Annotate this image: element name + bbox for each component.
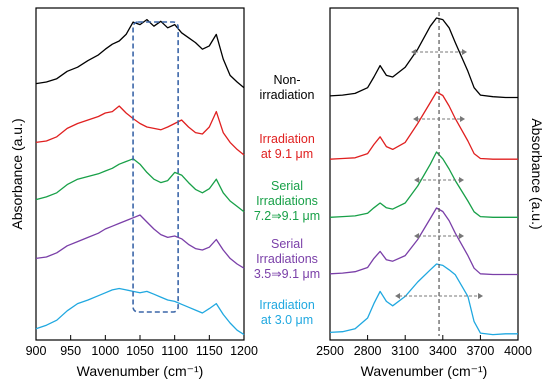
arrow-head-right-icon (462, 49, 468, 55)
legend-entry-line: Serial (271, 179, 303, 193)
right-x-tick-label: 3400 (429, 344, 457, 358)
right-series-line-3 (329, 151, 518, 218)
left-x-tick-label: 1100 (161, 344, 188, 358)
left-series-line-4 (35, 214, 245, 269)
right-series-line-2 (329, 91, 518, 160)
arrow-head-left-icon (413, 116, 419, 122)
arrow-head-left-icon (411, 49, 417, 55)
arrow-head-left-icon (414, 177, 420, 183)
arrow-head-right-icon (478, 293, 484, 299)
left-x-tick-label: 900 (26, 344, 47, 358)
left-x-ticks: 900 950 1000 1050 1100 1150 1200 (26, 335, 258, 358)
right-x-tick-label: 2500 (316, 344, 344, 358)
right-series-group (329, 17, 518, 336)
arrow-head-left-icon (414, 233, 420, 239)
legend-entry-2: Irradiation at 9.1 μm (259, 132, 315, 161)
left-panel-plot: 900 950 1000 1050 1100 1150 1200 Wavenumber (c… (9, 7, 258, 379)
legend-entry-line: irradiation (260, 88, 315, 102)
left-x-tick-label: 1150 (196, 344, 223, 358)
right-x-ticks: 2500 2800 3100 3400 3700 4000 (316, 335, 532, 358)
right-series-line-4 (329, 207, 518, 276)
arrow-head-left-icon (395, 293, 401, 299)
legend-entry-5: Irradiation at 3.0 μm (259, 298, 315, 327)
left-series-line-1 (35, 18, 245, 89)
right-series-line-5 (329, 263, 518, 336)
right-x-tick-label: 3700 (466, 344, 494, 358)
left-x-tick-label: 1000 (91, 344, 119, 358)
legend-entry-line: Irradiations (256, 194, 318, 208)
legend-entry-1: Non-irradiation (260, 73, 315, 102)
legend-entry-line: at 9.1 μm (261, 147, 313, 161)
left-plot-frame (35, 7, 245, 341)
legend-entry-line: at 3.0 μm (261, 313, 313, 327)
arrow-head-right-icon (460, 116, 466, 122)
left-series-line-2 (35, 105, 245, 156)
left-x-tick-label: 1200 (230, 344, 258, 358)
right-plot-frame (329, 7, 519, 341)
left-series-line-5 (35, 287, 245, 336)
legend-entry-line: Irradiations (256, 252, 318, 266)
width-arrows (395, 49, 484, 299)
arrow-head-right-icon (459, 233, 465, 239)
legend-entry-line: 7.2⇒9.1 μm (254, 209, 320, 223)
right-series-line-1 (329, 17, 518, 99)
right-x-tick-label: 4000 (504, 344, 532, 358)
left-series-group (35, 18, 245, 336)
arrow-head-right-icon (459, 177, 465, 183)
legend-entry-3: Serial Irradiations 7.2⇒9.1 μm (254, 179, 320, 223)
left-series-line-3 (35, 158, 245, 213)
left-x-axis-label: Wavenumber (cm⁻¹) (77, 363, 204, 379)
right-x-axis-label: Wavenumber (cm⁻¹) (361, 363, 488, 379)
legend-entry-line: Irradiation (259, 132, 315, 146)
left-y-axis-label: Absorbance (a.u.) (9, 118, 25, 229)
right-x-tick-label: 2800 (354, 344, 382, 358)
left-x-tick-label: 950 (60, 344, 81, 358)
legend-entry-line: 3.5⇒9.1 μm (254, 267, 320, 281)
left-x-tick-label: 1050 (126, 344, 154, 358)
right-panel-plot: 2500 2800 3100 3400 3700 4000 Wavenumber (cm⁻… (316, 7, 542, 379)
right-x-tick-label: 3100 (391, 344, 419, 358)
legend-entry-line: Non- (273, 73, 300, 87)
legend-entry-line: Irradiation (259, 298, 315, 312)
legend-entry-line: Serial (271, 237, 303, 251)
highlight-box (132, 21, 179, 313)
legend-entry-4: Serial Irradiations 3.5⇒9.1 μm (254, 237, 320, 281)
right-y-axis-label: Absorbance (a.u.) (529, 118, 542, 229)
